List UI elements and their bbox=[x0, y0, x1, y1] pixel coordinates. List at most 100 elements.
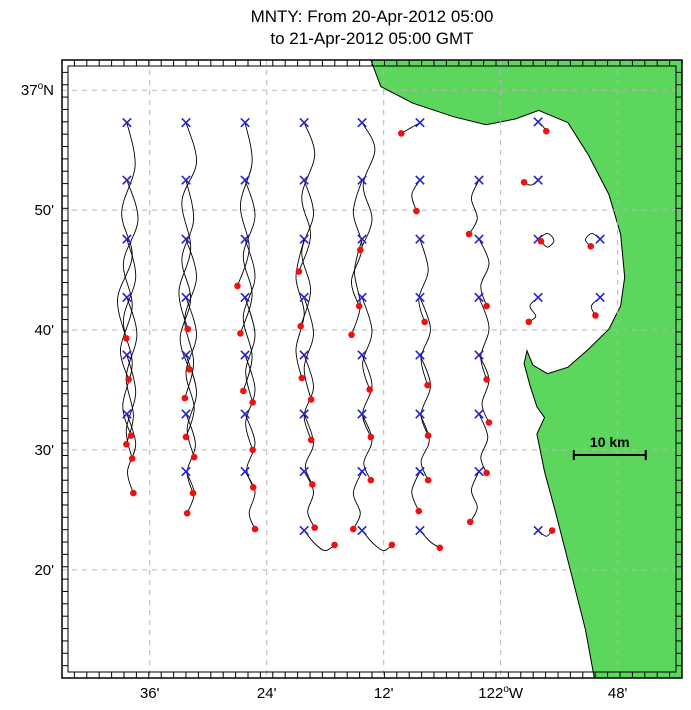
x-stroke bbox=[533, 175, 543, 185]
trajectory-path bbox=[469, 471, 480, 523]
end-marker-dot bbox=[543, 127, 550, 135]
x-stroke bbox=[415, 409, 425, 419]
trajectory-path bbox=[117, 122, 136, 339]
end-marker-dot bbox=[424, 381, 431, 389]
trajectory-path bbox=[179, 180, 195, 370]
trajectory-path bbox=[125, 297, 138, 445]
x-stroke bbox=[357, 350, 367, 360]
trajectory-path bbox=[418, 238, 429, 323]
y-tick-label: 20' bbox=[34, 562, 54, 579]
end-marker-dot bbox=[182, 433, 190, 441]
end-marker-dot bbox=[189, 489, 197, 497]
trajectory-path bbox=[361, 530, 393, 552]
end-marker-dot bbox=[349, 525, 357, 533]
end-marker-dot bbox=[331, 541, 338, 549]
x-stroke bbox=[181, 350, 191, 360]
end-marker-dot bbox=[234, 282, 241, 290]
end-marker-dot bbox=[127, 432, 135, 439]
trajectories-layer bbox=[117, 121, 601, 552]
start-marker-x bbox=[122, 117, 132, 128]
start-marker-x bbox=[595, 292, 605, 303]
trajectory-path bbox=[478, 354, 490, 423]
start-marker-x bbox=[122, 292, 132, 303]
end-marker-dot bbox=[249, 399, 256, 406]
trajectory-path bbox=[300, 179, 314, 327]
x-tick-label: 12' bbox=[374, 685, 394, 702]
x-stroke bbox=[474, 234, 484, 244]
x-stroke bbox=[533, 117, 543, 127]
x-stroke bbox=[533, 234, 543, 244]
start-marker-x bbox=[415, 234, 425, 244]
start-marker-x bbox=[357, 292, 367, 303]
end-marker-dot bbox=[183, 509, 191, 517]
x-stroke bbox=[474, 409, 484, 419]
start-marker-x bbox=[415, 350, 425, 360]
trajectory-path bbox=[303, 413, 314, 485]
end-marker-dot bbox=[367, 476, 375, 484]
start-marker-x bbox=[415, 292, 425, 303]
y-tick-label: 37oN bbox=[21, 81, 54, 99]
start-marker-x bbox=[415, 525, 425, 536]
x-stroke bbox=[240, 117, 250, 128]
trajectory-path bbox=[351, 238, 363, 335]
trajectory-path bbox=[244, 297, 256, 403]
end-marker-dot bbox=[348, 331, 355, 339]
start-marker-x bbox=[181, 409, 191, 419]
end-marker-dot bbox=[309, 481, 316, 488]
start-marker-x bbox=[357, 409, 367, 419]
x-stroke bbox=[299, 350, 309, 360]
x-stroke bbox=[357, 117, 367, 128]
start-marker-x bbox=[474, 234, 484, 244]
end-marker-dot bbox=[388, 541, 396, 549]
trajectory-path bbox=[178, 122, 197, 330]
trajectory-path bbox=[295, 239, 305, 379]
x-stroke bbox=[122, 350, 132, 360]
x-stroke bbox=[181, 409, 191, 419]
start-marker-x bbox=[181, 466, 191, 477]
end-marker-dot bbox=[128, 455, 136, 462]
trajectory-path bbox=[361, 354, 373, 438]
x-stroke bbox=[181, 175, 191, 185]
end-marker-dot bbox=[123, 335, 130, 342]
end-marker-dot bbox=[130, 489, 137, 497]
x-stroke bbox=[240, 175, 250, 185]
end-marker-dot bbox=[240, 387, 247, 395]
trajectory-path bbox=[126, 413, 137, 494]
trajectory-path bbox=[239, 179, 256, 334]
start-marker-x bbox=[122, 175, 132, 185]
x-stroke bbox=[357, 175, 367, 185]
start-marker-x bbox=[181, 234, 191, 244]
end-marker-dot bbox=[181, 394, 189, 402]
end-marker-dot bbox=[355, 302, 363, 310]
start-marker-x bbox=[533, 175, 543, 185]
land-polygon bbox=[370, 60, 682, 678]
scale-bar: 10 km bbox=[572, 434, 647, 460]
start-marker-x bbox=[533, 117, 543, 127]
y-tick-label: 40' bbox=[34, 322, 54, 339]
trajectory-path bbox=[351, 179, 363, 307]
x-tick-label: 36' bbox=[140, 685, 160, 702]
start-marker-x bbox=[240, 466, 250, 477]
start-marker-x bbox=[533, 525, 543, 536]
land-layer bbox=[370, 60, 682, 678]
end-marker-dot bbox=[520, 179, 528, 186]
trajectory-path bbox=[419, 354, 431, 436]
trajectory-path bbox=[122, 238, 137, 436]
trajectory-path bbox=[352, 471, 363, 530]
x-stroke bbox=[357, 292, 367, 303]
x-stroke bbox=[415, 292, 425, 303]
start-marker-x bbox=[474, 175, 484, 185]
start-marker-x bbox=[240, 292, 250, 303]
trajectory-path bbox=[303, 530, 335, 552]
end-marker-dot bbox=[249, 446, 256, 454]
y-tick-label: 30' bbox=[34, 442, 54, 459]
x-stroke bbox=[474, 175, 484, 185]
start-marker-x bbox=[299, 466, 309, 477]
end-marker-dot bbox=[190, 453, 198, 461]
x-stroke bbox=[357, 525, 367, 536]
start-marker-x bbox=[474, 350, 484, 360]
end-marker-dot bbox=[357, 246, 364, 254]
x-stroke bbox=[122, 234, 132, 244]
x-stroke bbox=[415, 525, 425, 536]
